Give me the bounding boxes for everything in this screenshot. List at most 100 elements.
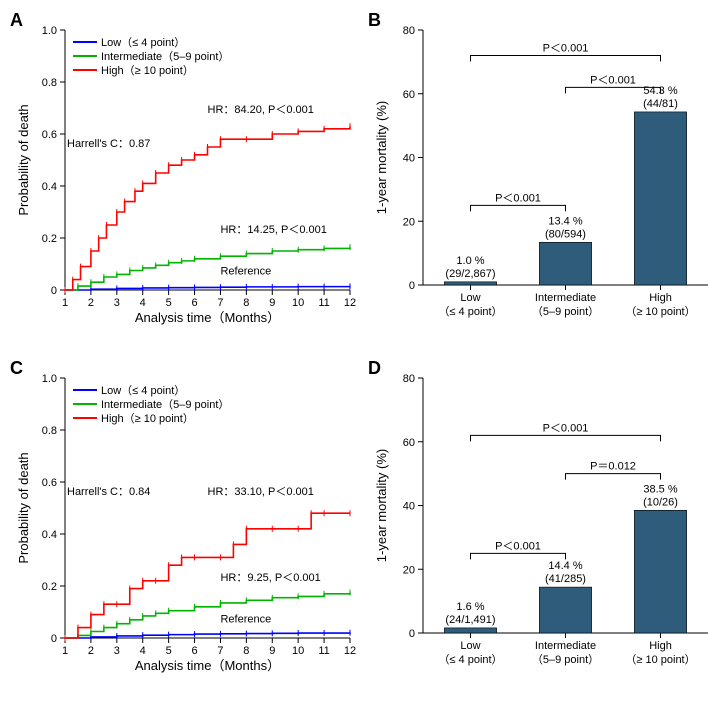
svg-text:2: 2 (88, 645, 94, 657)
svg-text:1: 1 (62, 645, 68, 657)
svg-text:P＝0.012: P＝0.012 (590, 461, 636, 473)
svg-text:0.6: 0.6 (42, 129, 57, 141)
panel-label-B: B (368, 10, 381, 31)
svg-text:0.4: 0.4 (42, 529, 57, 541)
svg-text:Analysis time（Months）: Analysis time（Months） (135, 310, 280, 325)
svg-text:Low（≤ 4 point）: Low（≤ 4 point） (101, 36, 185, 49)
svg-text:Reference: Reference (220, 613, 271, 625)
figure-grid: A 00.20.40.60.81.0123456789101112Probabi… (10, 10, 698, 698)
svg-text:(44/81): (44/81) (643, 98, 678, 110)
svg-text:8: 8 (243, 297, 249, 309)
svg-text:3: 3 (114, 297, 120, 309)
svg-text:1.0: 1.0 (42, 373, 57, 385)
svg-text:12: 12 (344, 297, 356, 309)
chart-B: 0204060801-year mortality (%)1.0 %(29/2,… (368, 10, 708, 350)
svg-text:13.4 %: 13.4 % (548, 215, 582, 227)
svg-text:0.6: 0.6 (42, 477, 57, 489)
svg-text:（≤ 4 point）: （≤ 4 point） (438, 305, 502, 318)
svg-text:(10/26): (10/26) (643, 496, 678, 508)
svg-text:6: 6 (191, 297, 197, 309)
svg-text:Intermediate（5–9 point）: Intermediate（5–9 point） (101, 398, 229, 411)
svg-text:1.0 %: 1.0 % (456, 255, 484, 267)
svg-text:(24/1,491): (24/1,491) (445, 614, 495, 626)
svg-text:80: 80 (403, 25, 415, 37)
svg-text:Intermediate: Intermediate (535, 292, 596, 304)
svg-text:11: 11 (318, 297, 329, 309)
svg-text:6: 6 (191, 645, 197, 657)
svg-text:P＜0.001: P＜0.001 (543, 43, 589, 55)
svg-text:80: 80 (403, 373, 415, 385)
svg-text:Intermediate（5–9 point）: Intermediate（5–9 point） (101, 50, 229, 63)
svg-text:9: 9 (269, 645, 275, 657)
svg-text:（5–9 point）: （5–9 point） (532, 305, 599, 318)
svg-text:P＜0.001: P＜0.001 (590, 74, 636, 86)
svg-text:0.8: 0.8 (42, 77, 57, 89)
svg-text:1.6 %: 1.6 % (456, 601, 484, 613)
svg-text:（≥ 10 point）: （≥ 10 point） (625, 305, 695, 318)
svg-text:High: High (649, 292, 672, 304)
svg-text:P＜0.001: P＜0.001 (495, 192, 541, 204)
svg-text:7: 7 (217, 297, 223, 309)
svg-text:Low: Low (460, 640, 480, 652)
svg-text:（5–9 point）: （5–9 point） (532, 653, 599, 666)
svg-text:High（≥ 10 point）: High（≥ 10 point） (101, 412, 194, 425)
svg-text:4: 4 (140, 297, 146, 309)
svg-text:9: 9 (269, 297, 275, 309)
svg-text:7: 7 (217, 645, 223, 657)
svg-text:2: 2 (88, 297, 94, 309)
svg-text:1-year mortality (%): 1-year mortality (%) (374, 449, 389, 562)
svg-text:（≥ 10 point）: （≥ 10 point） (625, 653, 695, 666)
svg-text:5: 5 (166, 297, 172, 309)
svg-text:0: 0 (409, 628, 415, 640)
svg-text:0: 0 (409, 280, 415, 292)
svg-text:Harrell's C：0.84: Harrell's C：0.84 (67, 486, 150, 498)
svg-text:0.8: 0.8 (42, 425, 57, 437)
svg-text:60: 60 (403, 437, 415, 449)
svg-text:12: 12 (344, 645, 356, 657)
svg-text:8: 8 (243, 645, 249, 657)
svg-text:3: 3 (114, 645, 120, 657)
svg-text:HR：9.25, P＜0.001: HR：9.25, P＜0.001 (220, 572, 320, 584)
panel-label-A: A (10, 10, 23, 31)
panel-label-D: D (368, 358, 381, 379)
svg-text:High: High (649, 640, 672, 652)
chart-A: 00.20.40.60.81.0123456789101112Probabili… (10, 10, 360, 350)
svg-text:20: 20 (403, 564, 415, 576)
svg-text:（≤ 4 point）: （≤ 4 point） (438, 653, 502, 666)
svg-text:5: 5 (166, 645, 172, 657)
svg-text:Harrell's C：0.87: Harrell's C：0.87 (67, 138, 150, 150)
svg-text:P＜0.001: P＜0.001 (543, 422, 589, 434)
svg-text:P＜0.001: P＜0.001 (495, 540, 541, 552)
svg-text:0: 0 (51, 285, 57, 297)
svg-text:11: 11 (318, 645, 329, 657)
svg-text:(41/285): (41/285) (545, 573, 586, 585)
svg-text:40: 40 (403, 153, 415, 165)
svg-text:10: 10 (292, 645, 304, 657)
svg-text:40: 40 (403, 501, 415, 513)
panel-C: C 00.20.40.60.81.0123456789101112Probabi… (10, 358, 360, 698)
svg-text:Probability of death: Probability of death (16, 104, 31, 215)
svg-text:1-year mortality (%): 1-year mortality (%) (374, 101, 389, 214)
svg-text:0.2: 0.2 (42, 233, 57, 245)
panel-B: B 0204060801-year mortality (%)1.0 %(29/… (368, 10, 708, 350)
chart-C: 00.20.40.60.81.0123456789101112Probabili… (10, 358, 360, 698)
panel-A: A 00.20.40.60.81.0123456789101112Probabi… (10, 10, 360, 350)
svg-text:HR：84.20, P＜0.001: HR：84.20, P＜0.001 (208, 104, 314, 116)
svg-text:0: 0 (51, 633, 57, 645)
svg-text:Low（≤ 4 point）: Low（≤ 4 point） (101, 384, 185, 397)
svg-text:0.2: 0.2 (42, 581, 57, 593)
svg-text:Low: Low (460, 292, 480, 304)
svg-text:4: 4 (140, 645, 146, 657)
svg-text:High（≥ 10 point）: High（≥ 10 point） (101, 64, 194, 77)
svg-text:1.0: 1.0 (42, 25, 57, 37)
svg-text:20: 20 (403, 216, 415, 228)
svg-text:(80/594): (80/594) (545, 228, 586, 240)
panel-label-C: C (10, 358, 23, 379)
svg-text:Probability of death: Probability of death (16, 452, 31, 563)
svg-text:0.4: 0.4 (42, 181, 57, 193)
svg-text:14.4 %: 14.4 % (548, 560, 582, 572)
svg-text:10: 10 (292, 297, 304, 309)
chart-D: 0 20 40 60 80 1-year mortality (%) 1.6 %(24/1,… (368, 358, 708, 698)
svg-text:1: 1 (62, 297, 68, 309)
svg-text:60: 60 (403, 89, 415, 101)
